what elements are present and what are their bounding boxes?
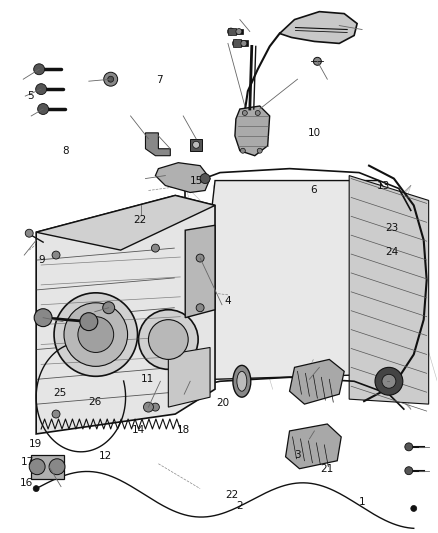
Polygon shape bbox=[190, 139, 202, 151]
Text: 23: 23 bbox=[385, 223, 399, 233]
Polygon shape bbox=[235, 106, 270, 156]
Circle shape bbox=[242, 110, 247, 116]
Text: 13: 13 bbox=[377, 181, 390, 191]
Text: 22: 22 bbox=[226, 490, 239, 500]
Circle shape bbox=[257, 148, 262, 153]
Circle shape bbox=[314, 58, 321, 65]
Circle shape bbox=[240, 148, 245, 153]
Text: 18: 18 bbox=[177, 425, 190, 434]
Circle shape bbox=[80, 313, 98, 330]
Text: 6: 6 bbox=[311, 185, 317, 195]
Text: 24: 24 bbox=[385, 247, 399, 257]
Polygon shape bbox=[290, 359, 344, 404]
Text: 16: 16 bbox=[20, 478, 33, 488]
Text: 4: 4 bbox=[224, 296, 231, 306]
Circle shape bbox=[375, 367, 403, 395]
Circle shape bbox=[233, 40, 240, 47]
Ellipse shape bbox=[237, 372, 247, 391]
Text: 15: 15 bbox=[190, 176, 203, 185]
Text: 5: 5 bbox=[28, 91, 34, 101]
Polygon shape bbox=[195, 181, 399, 379]
Text: 10: 10 bbox=[308, 128, 321, 138]
Circle shape bbox=[78, 317, 114, 352]
Ellipse shape bbox=[233, 365, 251, 397]
Circle shape bbox=[54, 293, 138, 376]
Circle shape bbox=[49, 459, 65, 475]
Circle shape bbox=[196, 254, 204, 262]
Circle shape bbox=[52, 410, 60, 418]
Text: 17: 17 bbox=[21, 457, 34, 467]
Circle shape bbox=[25, 229, 33, 237]
Circle shape bbox=[108, 76, 114, 82]
Text: 19: 19 bbox=[29, 439, 42, 449]
Polygon shape bbox=[286, 424, 341, 469]
Circle shape bbox=[152, 244, 159, 252]
Circle shape bbox=[382, 374, 396, 388]
Polygon shape bbox=[349, 175, 429, 404]
Circle shape bbox=[38, 103, 49, 115]
Circle shape bbox=[34, 64, 45, 75]
Polygon shape bbox=[155, 163, 210, 192]
Circle shape bbox=[255, 110, 260, 116]
Circle shape bbox=[33, 486, 39, 491]
Circle shape bbox=[405, 443, 413, 451]
Polygon shape bbox=[233, 39, 241, 47]
Polygon shape bbox=[145, 133, 170, 156]
Polygon shape bbox=[36, 196, 215, 434]
Circle shape bbox=[200, 174, 210, 183]
Polygon shape bbox=[36, 196, 215, 250]
Circle shape bbox=[405, 467, 413, 475]
Circle shape bbox=[29, 459, 45, 475]
Polygon shape bbox=[233, 29, 243, 35]
Circle shape bbox=[227, 28, 234, 35]
Circle shape bbox=[138, 310, 198, 369]
Polygon shape bbox=[238, 41, 248, 46]
Circle shape bbox=[196, 304, 204, 312]
Text: 12: 12 bbox=[99, 451, 112, 461]
Text: 3: 3 bbox=[294, 449, 300, 459]
Circle shape bbox=[411, 505, 417, 512]
Circle shape bbox=[193, 141, 200, 148]
Circle shape bbox=[148, 320, 188, 359]
Text: 14: 14 bbox=[132, 425, 145, 434]
Circle shape bbox=[64, 303, 127, 366]
Polygon shape bbox=[279, 12, 357, 43]
Circle shape bbox=[236, 29, 242, 35]
Polygon shape bbox=[185, 225, 215, 318]
Circle shape bbox=[104, 72, 118, 86]
Circle shape bbox=[35, 84, 46, 94]
Text: 20: 20 bbox=[216, 398, 229, 408]
Circle shape bbox=[52, 251, 60, 259]
Text: 25: 25 bbox=[53, 387, 67, 398]
Circle shape bbox=[152, 403, 159, 411]
Text: 8: 8 bbox=[63, 146, 69, 156]
Polygon shape bbox=[228, 28, 236, 36]
Text: 2: 2 bbox=[237, 501, 243, 511]
Text: 11: 11 bbox=[141, 374, 154, 384]
Circle shape bbox=[241, 41, 247, 46]
Text: 7: 7 bbox=[155, 75, 162, 85]
Text: 26: 26 bbox=[88, 397, 102, 407]
Polygon shape bbox=[31, 455, 64, 479]
Polygon shape bbox=[168, 348, 210, 407]
Circle shape bbox=[34, 309, 52, 327]
Text: 22: 22 bbox=[133, 215, 146, 225]
Text: 1: 1 bbox=[359, 497, 366, 507]
Text: 21: 21 bbox=[320, 464, 334, 474]
Text: 9: 9 bbox=[38, 255, 45, 265]
Circle shape bbox=[144, 402, 153, 412]
Circle shape bbox=[103, 302, 115, 314]
